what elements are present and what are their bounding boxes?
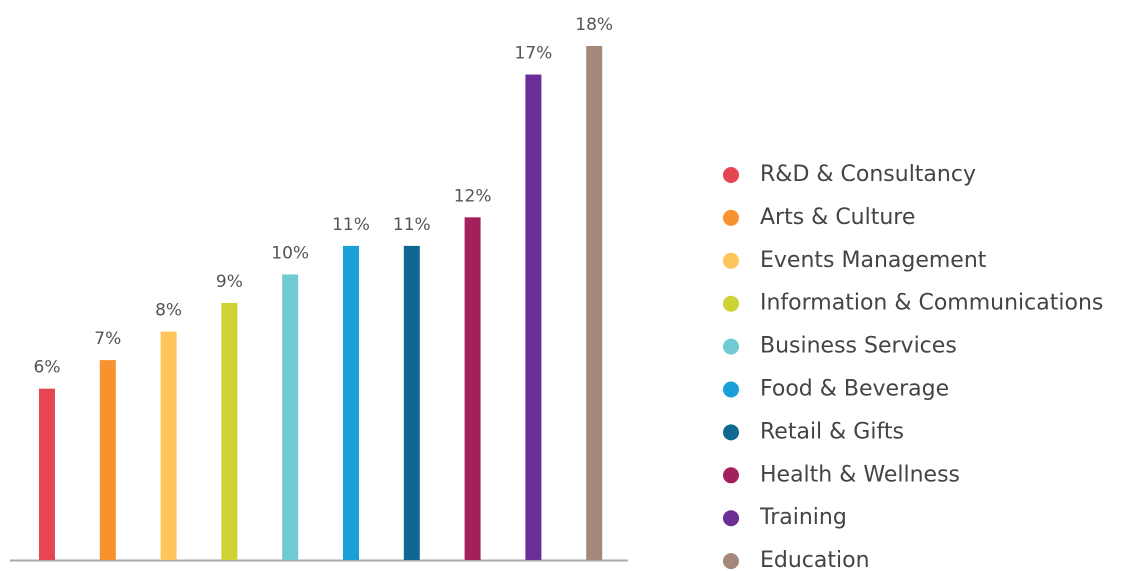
legend-label: Health & Wellness [760, 462, 960, 487]
bar [586, 46, 603, 560]
legend-label: Business Services [760, 334, 957, 359]
legend-marker [723, 424, 739, 441]
legend-label: Arts & Culture [760, 205, 915, 230]
legend-label: Training [759, 505, 847, 530]
legend-marker [723, 381, 739, 398]
legend-marker [723, 553, 739, 570]
value-label: 11% [393, 215, 431, 235]
bar [525, 74, 542, 561]
value-label: 7% [94, 329, 121, 349]
legend-marker [723, 467, 739, 484]
value-label: 9% [216, 272, 243, 292]
value-label: 17% [515, 44, 553, 64]
value-label: 10% [271, 243, 309, 263]
legend-label: Information & Communications [760, 291, 1103, 316]
legend-label: Retail & Gifts [760, 419, 904, 444]
bar [160, 331, 177, 560]
bar [221, 303, 238, 560]
legend-marker [723, 510, 739, 527]
legend-marker [723, 252, 739, 269]
bar [343, 245, 359, 560]
bar [39, 388, 55, 560]
legend-label: R&D & Consultancy [760, 162, 976, 187]
value-label: 11% [332, 215, 370, 235]
bar [464, 217, 481, 561]
legend-label: Events Management [760, 248, 987, 273]
value-label: 6% [34, 358, 61, 378]
legend-marker [723, 209, 739, 226]
value-label: 12% [454, 186, 492, 206]
legend-marker [723, 338, 739, 355]
legend-label: Food & Beverage [760, 377, 949, 402]
legend-marker [723, 295, 739, 312]
legend-label: Education [760, 548, 870, 571]
legend-marker [723, 167, 739, 183]
bar [282, 274, 299, 560]
bar [99, 360, 116, 560]
bar [403, 245, 420, 560]
value-label: 18% [575, 15, 613, 35]
value-label: 8% [155, 301, 182, 321]
